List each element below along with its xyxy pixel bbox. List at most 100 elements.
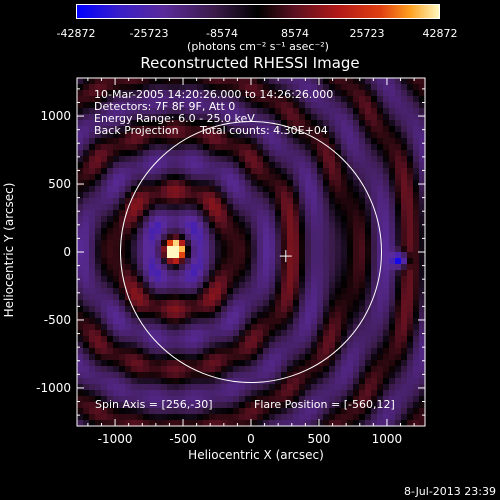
heatmap-cell bbox=[185, 120, 192, 127]
heatmap-cell bbox=[245, 126, 252, 133]
heatmap-cell bbox=[251, 384, 258, 391]
heatmap-cell bbox=[323, 96, 330, 103]
heatmap-cell bbox=[179, 282, 186, 289]
heatmap-cell bbox=[341, 390, 348, 397]
heatmap-cell bbox=[161, 114, 168, 121]
heatmap-cell bbox=[365, 288, 372, 295]
heatmap-cell bbox=[155, 252, 162, 259]
heatmap-cell bbox=[251, 294, 258, 301]
heatmap-cell bbox=[221, 210, 228, 217]
heatmap-cell bbox=[149, 258, 156, 265]
heatmap-cell bbox=[245, 264, 252, 271]
heatmap-cell bbox=[341, 210, 348, 217]
heatmap-cell bbox=[197, 108, 204, 115]
heatmap-cell bbox=[299, 288, 306, 295]
heatmap-cell bbox=[263, 114, 270, 121]
heatmap-cell bbox=[365, 240, 372, 247]
heatmap-cell bbox=[191, 330, 198, 337]
heatmap-cell bbox=[371, 156, 378, 163]
heatmap-cell bbox=[173, 108, 180, 115]
heatmap-cell bbox=[275, 156, 282, 163]
heatmap-cell bbox=[209, 264, 216, 271]
heatmap-cell bbox=[275, 132, 282, 139]
heatmap-cell bbox=[89, 210, 96, 217]
heatmap-cell bbox=[395, 414, 402, 421]
heatmap-cell bbox=[341, 378, 348, 385]
heatmap-cell bbox=[281, 90, 288, 97]
heatmap-cell bbox=[125, 114, 132, 121]
heatmap-cell bbox=[113, 120, 120, 127]
heatmap-cell bbox=[263, 372, 270, 379]
heatmap-cell bbox=[347, 114, 354, 121]
heatmap-cell bbox=[305, 414, 312, 421]
heatmap-cell bbox=[281, 336, 288, 343]
heatmap-cell bbox=[155, 348, 162, 355]
heatmap-cell bbox=[377, 216, 384, 223]
heatmap-cell bbox=[341, 144, 348, 151]
heatmap-cell bbox=[101, 264, 108, 271]
heatmap-cell bbox=[359, 228, 366, 235]
heatmap-cell bbox=[281, 78, 288, 85]
heatmap-cell bbox=[365, 228, 372, 235]
heatmap-cell bbox=[299, 312, 306, 319]
heatmap-cell bbox=[251, 348, 258, 355]
heatmap-cell bbox=[209, 306, 216, 313]
heatmap-cell bbox=[215, 402, 222, 409]
heatmap-cell bbox=[185, 330, 192, 337]
heatmap-cell bbox=[419, 402, 426, 409]
heatmap-cell bbox=[317, 156, 324, 163]
heatmap-cell bbox=[185, 378, 192, 385]
heatmap-cell bbox=[107, 384, 114, 391]
heatmap-cell bbox=[341, 300, 348, 307]
heatmap-cell bbox=[131, 378, 138, 385]
heatmap-cell bbox=[149, 114, 156, 121]
heatmap-cell bbox=[179, 396, 186, 403]
heatmap-cell bbox=[167, 378, 174, 385]
heatmap-cell bbox=[383, 402, 390, 409]
heatmap-cell bbox=[299, 246, 306, 253]
heatmap-cell bbox=[365, 186, 372, 193]
heatmap-cell bbox=[131, 318, 138, 325]
heatmap-cell bbox=[119, 360, 126, 367]
heatmap-cell bbox=[371, 420, 378, 427]
heatmap-cell bbox=[323, 108, 330, 115]
heatmap-cell bbox=[263, 360, 270, 367]
heatmap-cell bbox=[245, 162, 252, 169]
heatmap-cell bbox=[215, 162, 222, 169]
heatmap-cell bbox=[341, 90, 348, 97]
heatmap-cell bbox=[257, 132, 264, 139]
heatmap-cell bbox=[341, 366, 348, 373]
heatmap-cell bbox=[203, 132, 210, 139]
heatmap-cell bbox=[221, 408, 228, 415]
heatmap-cell bbox=[299, 150, 306, 157]
heatmap-cell bbox=[347, 132, 354, 139]
heatmap-cell bbox=[413, 168, 420, 175]
heatmap-cell bbox=[341, 330, 348, 337]
heatmap-cell bbox=[203, 90, 210, 97]
heatmap-cell bbox=[161, 366, 168, 373]
heatmap-cell bbox=[209, 114, 216, 121]
heatmap-cell bbox=[113, 252, 120, 259]
heatmap-cell bbox=[155, 228, 162, 235]
heatmap-cell bbox=[143, 90, 150, 97]
heatmap-cell bbox=[329, 234, 336, 241]
heatmap-cell bbox=[317, 120, 324, 127]
heatmap-cell bbox=[305, 180, 312, 187]
heatmap-cell bbox=[359, 216, 366, 223]
heatmap-cell bbox=[323, 306, 330, 313]
heatmap-cell bbox=[89, 138, 96, 145]
heatmap-cell bbox=[233, 108, 240, 115]
heatmap-cell bbox=[209, 138, 216, 145]
heatmap-cell bbox=[221, 366, 228, 373]
heatmap-cell bbox=[131, 414, 138, 421]
heatmap-cell bbox=[149, 186, 156, 193]
heatmap-cell bbox=[239, 126, 246, 133]
heatmap-cell bbox=[245, 324, 252, 331]
heatmap-cell bbox=[281, 288, 288, 295]
heatmap-cell bbox=[401, 204, 408, 211]
heatmap-cell bbox=[323, 198, 330, 205]
heatmap-cell bbox=[113, 222, 120, 229]
heatmap-cell bbox=[179, 144, 186, 151]
heatmap-cell bbox=[221, 186, 228, 193]
heatmap-cell bbox=[257, 270, 264, 277]
